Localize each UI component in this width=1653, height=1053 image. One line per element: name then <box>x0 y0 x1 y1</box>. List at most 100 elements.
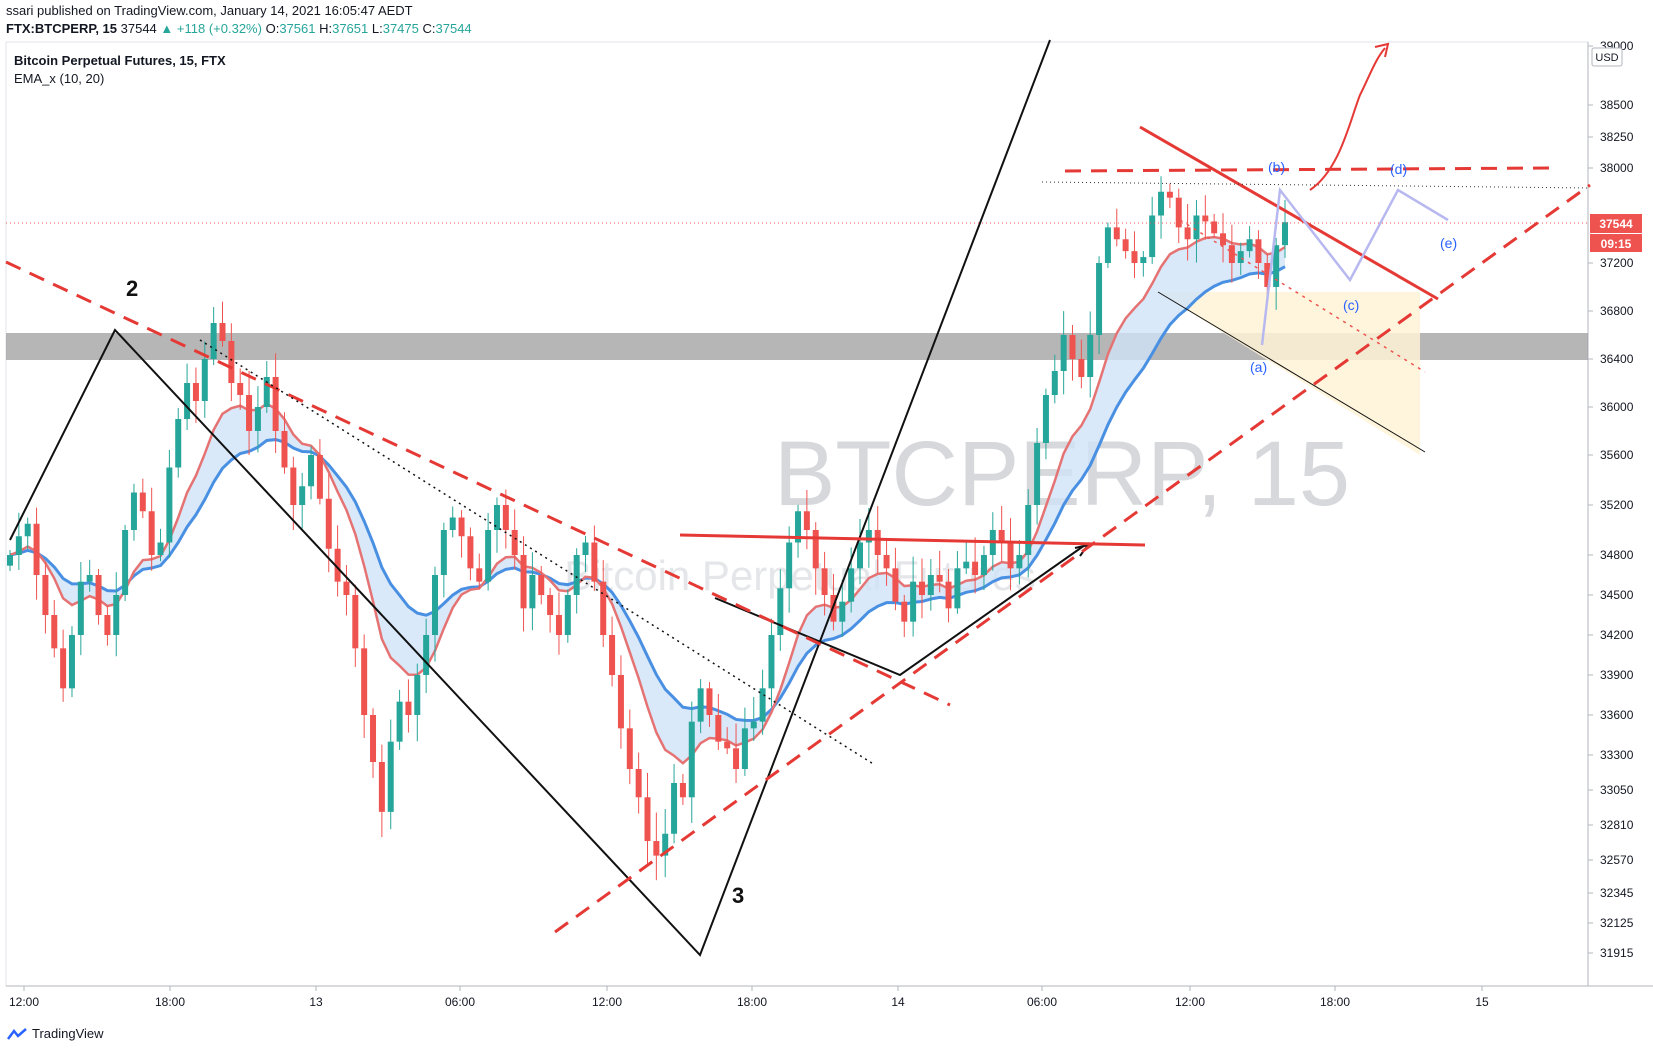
candle-body <box>1069 335 1076 359</box>
candle-body <box>1096 263 1103 335</box>
candle-body <box>299 486 306 505</box>
y-tick-label: 36400 <box>1600 352 1634 366</box>
candle-body <box>821 568 828 595</box>
candle-body <box>1087 335 1094 377</box>
candle-body <box>405 701 412 715</box>
bullish-arrow <box>1309 47 1386 191</box>
symbol-label: FTX:BTCPERP, 15 <box>6 21 118 36</box>
x-tick-label: 18:00 <box>737 995 767 1009</box>
candle-body <box>644 797 651 842</box>
candle-body <box>555 615 562 635</box>
candle-body <box>423 635 430 675</box>
candle-body <box>803 511 810 530</box>
candle-body <box>7 555 13 566</box>
x-tick-label: 12:00 <box>592 995 622 1009</box>
y-tick-label: 35200 <box>1600 498 1634 512</box>
candle-body <box>662 833 669 856</box>
candle-body <box>77 581 84 635</box>
candle-body <box>865 530 872 543</box>
dotted-trendline <box>199 339 876 766</box>
candle-body <box>1016 555 1023 569</box>
projection-path <box>1260 186 1449 346</box>
candle-body <box>1228 245 1235 263</box>
candle-body <box>1007 542 1014 569</box>
candle-body <box>635 769 642 798</box>
candle-body <box>352 595 359 649</box>
candle-body <box>1166 191 1173 198</box>
candle-body <box>777 588 784 635</box>
candle-body <box>502 505 509 530</box>
low-value: 37475 <box>382 21 419 36</box>
candle-body <box>246 395 253 431</box>
change-label: ▲ +118 (+0.32%) <box>160 21 262 36</box>
y-tick-label: 31915 <box>1600 946 1634 960</box>
ema-indicator <box>9 235 1286 765</box>
high-label: H: <box>319 21 333 36</box>
y-tick-label: 34500 <box>1600 588 1634 602</box>
candle-body <box>157 542 164 555</box>
wave-line <box>9 39 1051 957</box>
wave-label-c: (c) <box>1343 297 1359 313</box>
dotted-high-line <box>1041 181 1591 189</box>
triangle-wave-line <box>714 544 1086 677</box>
candle-body <box>972 561 979 575</box>
candle-body <box>1122 239 1129 252</box>
candle-body <box>458 517 465 537</box>
candle-body <box>786 542 793 589</box>
ohlc-line: FTX:BTCPERP, 15 37544 ▲ +118 (+0.32%) O:… <box>6 20 472 38</box>
x-tick-label: 06:00 <box>1027 995 1057 1009</box>
candle-body <box>343 581 350 595</box>
candle-body <box>883 555 890 569</box>
candle-body <box>316 455 323 499</box>
candle-body <box>334 548 341 582</box>
y-tick-label: 33300 <box>1600 748 1634 762</box>
candle-body <box>998 530 1005 543</box>
last-price-tag <box>1590 214 1642 233</box>
candle-body <box>1078 359 1085 377</box>
x-tick-label: 13 <box>309 995 323 1009</box>
y-tick-label: 38500 <box>1600 98 1634 112</box>
ema-slow-line <box>9 265 1286 722</box>
candle-body <box>175 419 182 468</box>
price-axis[interactable]: 3900038500382503800037200368003640036000… <box>1588 39 1634 960</box>
y-tick-label: 36800 <box>1600 304 1634 318</box>
last-price-label: 37544 <box>120 21 157 36</box>
y-tick-label: 36000 <box>1600 400 1634 414</box>
candle-body <box>378 762 385 812</box>
candle-body <box>671 783 678 834</box>
candle-body <box>1149 215 1156 258</box>
wave-label-2: 2 <box>126 276 138 301</box>
close-label: C: <box>422 21 436 36</box>
currency-badge[interactable] <box>1591 47 1623 67</box>
ema-fast-line <box>9 235 1286 765</box>
candle-body <box>122 530 129 595</box>
candle-body <box>617 675 624 729</box>
candle-body <box>892 568 899 602</box>
candle-body <box>148 511 155 555</box>
countdown-tag <box>1590 234 1642 252</box>
candle-body <box>414 675 421 715</box>
candle-body <box>715 715 722 742</box>
candle-body <box>1158 191 1165 216</box>
candle-body <box>1034 443 1041 505</box>
candle-body <box>795 511 802 543</box>
time-axis[interactable]: 12:00 18:00 13 06:00 12:00 18:00 14 06:00 12:00 1… <box>9 986 1489 1009</box>
legend-indicator: EMA_x (10, 20) <box>14 71 104 86</box>
countdown-label: 09:15 <box>1601 237 1632 251</box>
wave-label-a: (a) <box>1250 359 1267 375</box>
candle-body <box>901 601 908 622</box>
x-tick-label: 12:00 <box>1175 995 1205 1009</box>
candle-body <box>68 635 75 689</box>
candle-body <box>573 555 580 595</box>
candle-body <box>263 377 270 407</box>
y-tick-label: 33900 <box>1600 668 1634 682</box>
candle-body <box>697 688 704 722</box>
candle-body <box>653 841 660 856</box>
candle-body <box>24 523 31 537</box>
candle-body <box>281 431 288 468</box>
candle-body <box>963 561 970 569</box>
candle-body <box>387 741 394 812</box>
candle-body <box>272 377 279 431</box>
channel-bottom-line <box>1157 291 1426 453</box>
